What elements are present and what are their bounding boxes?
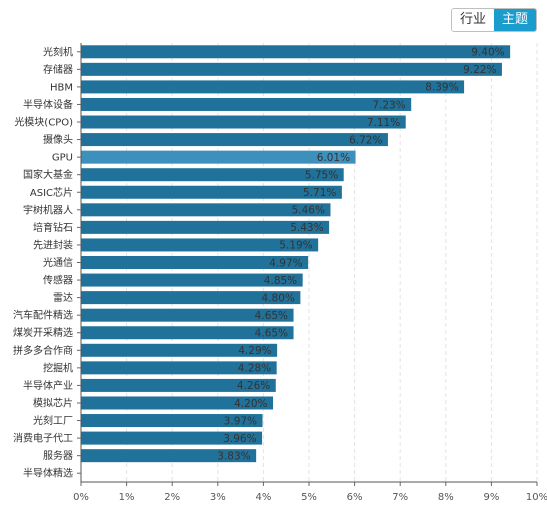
value-label: 3.97% — [224, 415, 257, 427]
bar — [81, 273, 303, 287]
value-label: 3.83% — [217, 450, 250, 462]
bar — [81, 203, 331, 217]
bar — [81, 45, 511, 59]
value-label: 5.19% — [279, 240, 312, 252]
category-label: 光刻工厂 — [33, 414, 73, 427]
value-label: 9.22% — [463, 64, 496, 76]
category-label: 模拟芯片 — [33, 396, 73, 409]
x-tick-label: 2% — [164, 492, 180, 503]
category-label: 传感器 — [43, 274, 73, 287]
x-tick-label: 0% — [73, 492, 89, 503]
value-label: 4.65% — [255, 310, 288, 322]
value-label: 5.46% — [292, 205, 325, 217]
x-tick-label: 5% — [301, 492, 317, 503]
x-tick-label: 9% — [483, 492, 499, 503]
category-label: 半导体产业 — [23, 379, 73, 392]
category-label: 先进封装 — [33, 238, 73, 251]
category-label: 拼多多合作商 — [13, 344, 73, 357]
category-label: 半导体精选 — [23, 467, 73, 480]
toggle-industry[interactable]: 行业 — [452, 9, 494, 31]
category-label: ASIC芯片 — [30, 186, 73, 199]
bar — [81, 150, 356, 164]
value-label: 4.97% — [269, 257, 302, 269]
category-label: 培育钻石 — [33, 221, 73, 234]
value-label: 4.80% — [262, 292, 295, 304]
category-label: 存储器 — [43, 63, 73, 76]
value-label: 4.20% — [234, 398, 267, 410]
value-label: 4.28% — [238, 363, 271, 375]
category-label: 挖掘机 — [43, 361, 73, 374]
value-label: 4.26% — [237, 380, 270, 392]
category-label: 汽车配件精选 — [13, 309, 73, 322]
category-label: GPU — [52, 153, 73, 164]
x-tick-label: 6% — [347, 492, 363, 503]
x-tick-label: 1% — [119, 492, 135, 503]
bar — [81, 62, 502, 76]
bar — [81, 326, 294, 340]
x-tick-label: 3% — [210, 492, 226, 503]
toggle-theme[interactable]: 主题 — [494, 9, 536, 31]
x-tick-label: 10% — [526, 492, 547, 503]
bar — [81, 256, 309, 269]
category-label: 光刻机 — [43, 45, 73, 58]
category-label: 国家大基金 — [23, 168, 73, 181]
bar — [81, 361, 277, 375]
value-label: 3.96% — [223, 433, 256, 445]
value-label: 4.85% — [264, 275, 297, 287]
x-tick-label: 7% — [392, 492, 408, 503]
value-label: 9.40% — [471, 47, 504, 59]
category-label: 消费电子代工 — [13, 432, 73, 445]
bar — [81, 80, 465, 94]
value-label: 4.65% — [255, 328, 288, 340]
x-tick-label: 8% — [438, 492, 454, 503]
bar — [81, 97, 412, 111]
value-label: 4.29% — [238, 345, 271, 357]
category-label: 摄像头 — [43, 133, 73, 146]
value-label: 7.23% — [372, 99, 405, 111]
value-label: 7.11% — [367, 117, 400, 129]
bar — [81, 396, 274, 410]
value-label: 8.39% — [425, 82, 458, 94]
bar — [81, 238, 319, 252]
category-label: 宇树机器人 — [23, 203, 73, 216]
value-label: 5.71% — [303, 187, 336, 199]
value-label: 5.75% — [305, 170, 338, 182]
value-label: 6.72% — [349, 134, 382, 146]
bar — [81, 291, 301, 305]
bar — [81, 185, 342, 199]
bar — [81, 133, 388, 147]
bar — [81, 449, 257, 463]
bar — [81, 431, 263, 445]
category-label: 煤炭开采精选 — [13, 326, 73, 339]
category-label: 光模块(CPO) — [14, 116, 73, 129]
bar — [81, 414, 263, 428]
x-tick-label: 4% — [255, 492, 271, 503]
category-label: HBM — [50, 82, 73, 93]
category-label: 半导体设备 — [23, 98, 73, 111]
bar — [81, 378, 276, 392]
bar — [81, 343, 278, 357]
category-label: 雷达 — [53, 292, 73, 304]
bar — [81, 168, 344, 182]
bar — [81, 115, 406, 129]
value-label: 5.43% — [290, 222, 323, 234]
category-label: 光通信 — [43, 256, 73, 269]
bar — [81, 220, 330, 234]
view-toggle: 行业 主题 — [451, 8, 537, 32]
category-label: 服务器 — [43, 449, 73, 462]
value-label: 6.01% — [317, 152, 350, 164]
bar — [81, 308, 294, 322]
